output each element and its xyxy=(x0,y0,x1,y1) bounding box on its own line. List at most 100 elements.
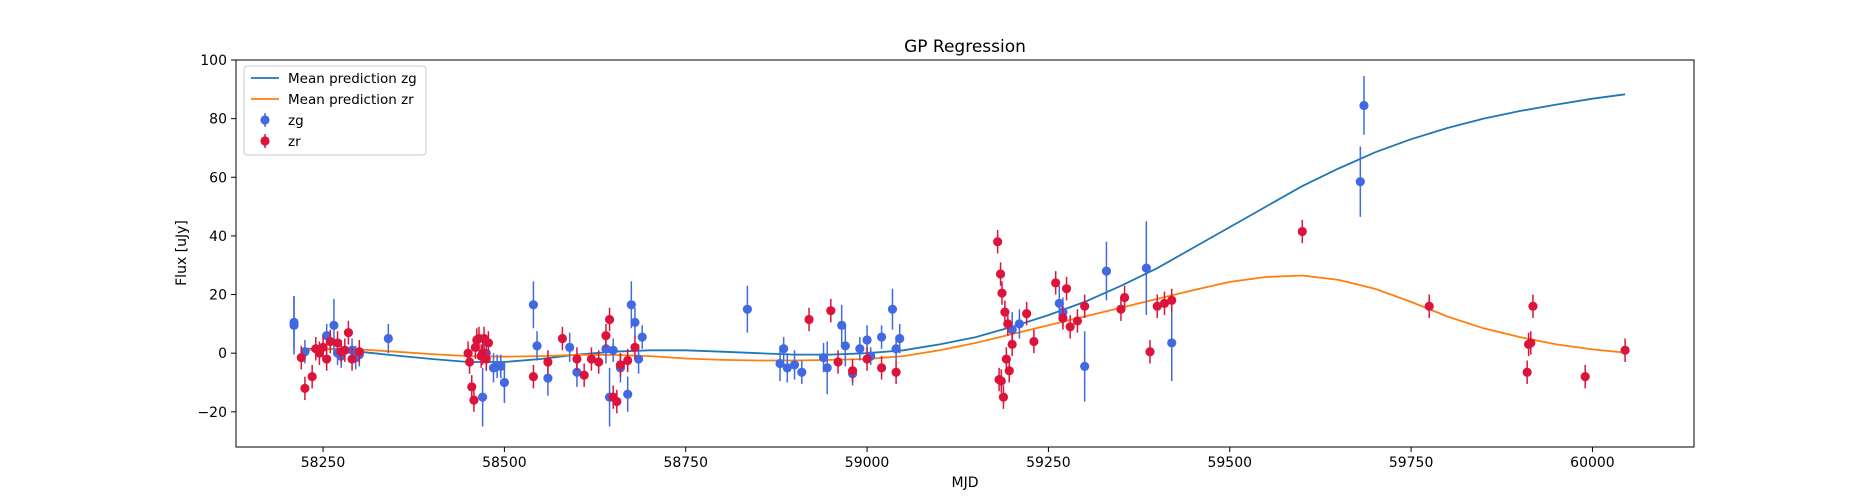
data-point xyxy=(604,314,615,325)
data-point xyxy=(594,357,604,367)
data-point xyxy=(532,341,542,351)
data-point xyxy=(742,304,752,314)
data-point xyxy=(995,269,1006,279)
data-point xyxy=(1007,339,1017,349)
data-point xyxy=(383,333,393,344)
data-point xyxy=(483,338,494,348)
data-point xyxy=(543,357,553,367)
data-point xyxy=(289,317,299,327)
data-point xyxy=(325,336,335,347)
data-point xyxy=(608,345,618,355)
data-point xyxy=(993,237,1003,247)
data-point xyxy=(543,373,553,383)
data-point xyxy=(826,306,836,316)
data-point xyxy=(1116,304,1126,314)
data-point xyxy=(470,342,480,352)
data-point xyxy=(998,392,1009,402)
data-point xyxy=(797,367,807,377)
data-point xyxy=(300,383,310,393)
data-point xyxy=(1526,338,1536,348)
data-point xyxy=(329,320,339,330)
data-point xyxy=(855,344,865,354)
data-point xyxy=(318,342,328,352)
data-point xyxy=(343,328,354,338)
data-point xyxy=(862,354,872,364)
data-point xyxy=(630,317,640,327)
data-point xyxy=(623,355,633,366)
data-point xyxy=(572,367,582,377)
x-tick-label: 58250 xyxy=(301,455,346,471)
data-point xyxy=(1072,316,1083,326)
prediction-line-zr xyxy=(301,274,1626,362)
data-point xyxy=(1029,336,1039,347)
plot-content xyxy=(289,76,1630,427)
data-point xyxy=(528,300,539,310)
data-point xyxy=(615,360,626,370)
data-point xyxy=(601,344,611,354)
y-tick-label: 100 xyxy=(200,53,227,69)
data-point xyxy=(565,342,575,352)
data-point xyxy=(637,332,647,342)
y-tick-label: 60 xyxy=(209,170,227,186)
data-point xyxy=(782,363,792,373)
data-point xyxy=(579,370,589,380)
data-point xyxy=(481,354,491,364)
data-point xyxy=(499,377,509,388)
legend: Mean prediction zg Mean prediction zr zg zr xyxy=(243,65,427,156)
data-point xyxy=(586,354,597,364)
data-point xyxy=(1580,372,1590,382)
data-point xyxy=(1528,301,1538,311)
y-tick-label: −20 xyxy=(197,405,227,421)
data-point xyxy=(478,392,488,402)
legend-label: Mean prediction zg xyxy=(288,71,417,87)
y-tick-label: 20 xyxy=(209,288,227,304)
data-point xyxy=(804,314,814,325)
data-point xyxy=(340,345,350,355)
legend-label: zr xyxy=(288,134,301,150)
data-point xyxy=(862,335,872,345)
data-point xyxy=(1061,284,1072,294)
data-point xyxy=(601,330,611,341)
data-point xyxy=(840,341,850,351)
data-point xyxy=(332,338,343,348)
x-axis-label: MJD xyxy=(952,475,979,491)
data-point xyxy=(528,372,539,382)
data-point xyxy=(822,363,832,373)
data-point xyxy=(1022,309,1032,319)
data-point xyxy=(463,348,473,358)
data-point xyxy=(891,367,901,377)
data-point xyxy=(1359,100,1369,111)
data-point xyxy=(630,342,640,352)
data-point xyxy=(891,344,901,354)
data-point xyxy=(789,360,800,370)
data-point xyxy=(1522,367,1532,377)
x-tick-label: 59250 xyxy=(1026,455,1071,471)
data-point xyxy=(1058,313,1068,323)
chart-title: GP Regression xyxy=(904,37,1026,57)
data-point xyxy=(307,372,317,382)
data-point xyxy=(1101,266,1112,276)
data-point xyxy=(1014,319,1025,329)
data-point xyxy=(876,363,887,373)
data-point xyxy=(887,304,898,314)
legend-label: Mean prediction zr xyxy=(288,92,414,108)
prediction-lines xyxy=(301,93,1626,363)
data-point xyxy=(1119,292,1130,303)
data-point xyxy=(469,395,479,405)
series-zg xyxy=(289,76,1369,427)
x-tick-label: 60000 xyxy=(1570,455,1615,471)
data-point xyxy=(1051,278,1061,288)
data-point xyxy=(1167,338,1177,348)
y-tick-label: 40 xyxy=(209,229,227,245)
x-tick-label: 58500 xyxy=(482,455,527,471)
data-point xyxy=(1167,295,1177,306)
x-tick-label: 59750 xyxy=(1389,455,1434,471)
data-point xyxy=(1141,263,1151,273)
data-point xyxy=(557,333,568,344)
x-tick-label: 58750 xyxy=(663,455,708,471)
data-point xyxy=(296,352,306,363)
data-point xyxy=(1424,301,1434,311)
y-tick-label: 0 xyxy=(218,346,227,362)
y-tick-label: 80 xyxy=(209,112,227,128)
data-point xyxy=(467,382,477,392)
